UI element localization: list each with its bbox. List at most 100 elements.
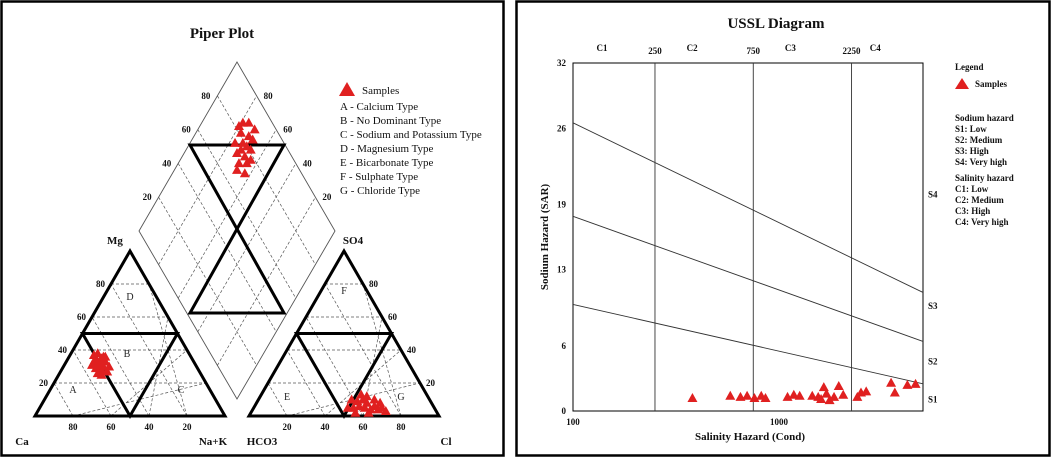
piper-sample-marker	[247, 134, 258, 144]
ussl-legend-title: Legend	[955, 62, 984, 72]
tick-label: 20	[39, 378, 49, 388]
tick-label: 80	[369, 279, 379, 289]
boundary-label: 250	[648, 46, 662, 56]
diamond-lower-triangle	[187, 225, 287, 315]
ussl-sample-marker	[807, 390, 818, 400]
sodium-hazard-item: S4: Very high	[955, 157, 1007, 167]
tick-label: 80	[264, 91, 274, 101]
sodium-hazard-item: S3: High	[955, 146, 989, 156]
sodium-hazard-item: S2: Medium	[955, 135, 1003, 145]
boundary-label: 750	[747, 46, 761, 56]
piper-plot: Piper Plot 20 20 20 20 20 20 40 40 40 40 40 40 60 60 6…	[0, 0, 505, 457]
tick-label: 20	[143, 192, 153, 202]
tick-label: 40	[303, 158, 313, 168]
piper-gridline	[110, 283, 188, 417]
piper-sample-marker	[249, 124, 260, 134]
piper-sample-marker	[88, 349, 99, 359]
ussl-sample-marker	[910, 378, 921, 388]
piper-ticks: 20 20 20 20 20 20 40 40 40 40 40 40 60 60 60 60 60 60 80 80…	[39, 91, 436, 432]
piper-legend: Samples A - Calcium Type B - No Dominant…	[339, 82, 482, 197]
ca-label: Ca	[15, 436, 29, 448]
piper-gridline	[286, 382, 421, 417]
ussl-legend-samples: Samples	[975, 79, 1008, 89]
so4-label: SO4	[343, 235, 364, 247]
legend-item: F - Sulphate Type	[340, 171, 418, 183]
piper-gridline	[53, 382, 74, 417]
salinity-hazard-title: Salinity hazard	[955, 173, 1014, 183]
ussl-sample-marker	[824, 395, 835, 405]
legend-item: A - Calcium Type	[340, 101, 418, 113]
ussl-x-axis-label: Salinity Hazard (Cond)	[695, 431, 805, 443]
legend-sample-marker	[339, 82, 355, 96]
ussl-sample-marker	[794, 390, 805, 400]
piper-sample-marker	[369, 394, 380, 404]
sar-boundary-line	[572, 303, 924, 385]
salinity-class-label: C4	[870, 43, 881, 53]
zone-label: C	[178, 385, 185, 396]
legend-item: E - Bicarbonate Type	[340, 157, 434, 169]
tick-label: 40	[321, 422, 331, 432]
legend-item: D - Magnesium Type	[340, 143, 434, 155]
ussl-sample-marker	[902, 379, 913, 389]
tick-label: 60	[283, 125, 293, 135]
tick-label: 60	[359, 422, 369, 432]
piper-title: Piper Plot	[190, 26, 254, 42]
ussl-sample-marker	[838, 389, 849, 399]
legend-item: B - No Dominant Type	[340, 115, 441, 127]
y-tick-label: 6	[562, 341, 567, 351]
salinity-hazard-item: C2: Medium	[955, 195, 1004, 205]
piper-sample-marker	[359, 402, 370, 412]
tick-label: 80	[96, 279, 106, 289]
tick-label: 20	[283, 422, 293, 432]
sodium-hazard-title: Sodium hazard	[955, 113, 1014, 123]
tick-label: 40	[162, 158, 172, 168]
ussl-diagram-panel: USSL Diagram 250 750 2250 C1 C2 C3 C4 S1 S2 S3 S4 0…	[515, 0, 1052, 457]
piper-gridline	[72, 382, 207, 417]
salinity-class-label: C3	[785, 43, 796, 53]
ussl-title: USSL Diagram	[727, 16, 825, 32]
ussl-sample-marker	[788, 389, 799, 399]
ussl-plot-area	[572, 62, 924, 412]
ussl-sample-marker	[742, 390, 753, 400]
piper-sample-marker	[232, 147, 242, 157]
y-tick-label: 13	[557, 265, 567, 275]
sar-boundary-line	[572, 215, 924, 342]
zone-label: G	[397, 392, 404, 403]
piper-sample-marker	[96, 369, 107, 379]
tick-label: 20	[322, 192, 332, 202]
x-tick-label: 1000	[770, 417, 789, 427]
piper-plot-panel: Piper Plot 20 20 20 20 20 20 40 40 40 40 40 40 60 60 6…	[0, 0, 505, 457]
cl-label: Cl	[441, 436, 452, 448]
piper-sample-marker	[100, 351, 111, 361]
ussl-diagram: USSL Diagram 250 750 2250 C1 C2 C3 C4 S1 S2 S3 S4 0…	[515, 0, 1051, 457]
zone-label: F	[341, 286, 347, 297]
ussl-sample-marker	[821, 388, 832, 398]
y-tick-label: 32	[557, 58, 567, 68]
piper-sample-marker	[102, 366, 113, 376]
zone-label: D	[126, 292, 133, 303]
piper-sample-marker	[235, 127, 246, 137]
piper-sample-marker	[342, 402, 353, 412]
ussl-labels: 250 750 2250 C1 C2 C3 C4 S1 S2 S3 S4 0 6 13 19 26 32 100 1…	[557, 43, 938, 427]
piper-gridline	[72, 349, 112, 417]
tick-label: 60	[77, 312, 87, 322]
salinity-class-label: C1	[596, 43, 607, 53]
zone-label: A	[69, 385, 77, 396]
sar-boundary-line	[572, 122, 924, 293]
piper-sample-marker	[243, 117, 254, 127]
sodium-hazard-item: S1: Low	[955, 124, 987, 134]
y-tick-label: 26	[557, 123, 567, 133]
ussl-frame	[515, 0, 1051, 457]
tick-label: 60	[182, 125, 192, 135]
piper-diamond-outline	[138, 61, 336, 400]
piper-sample-marker	[232, 164, 242, 174]
piper-sample-marker	[375, 397, 386, 407]
piper-gridline	[362, 283, 402, 417]
piper-sample-marker	[100, 356, 111, 366]
piper-sample-marker	[239, 151, 250, 161]
nak-label: Na+K	[199, 436, 228, 448]
ussl-sample-marker	[760, 392, 771, 402]
mg-label: Mg	[107, 235, 123, 247]
boundary-label: 2250	[843, 46, 862, 56]
piper-gridline	[267, 382, 288, 417]
